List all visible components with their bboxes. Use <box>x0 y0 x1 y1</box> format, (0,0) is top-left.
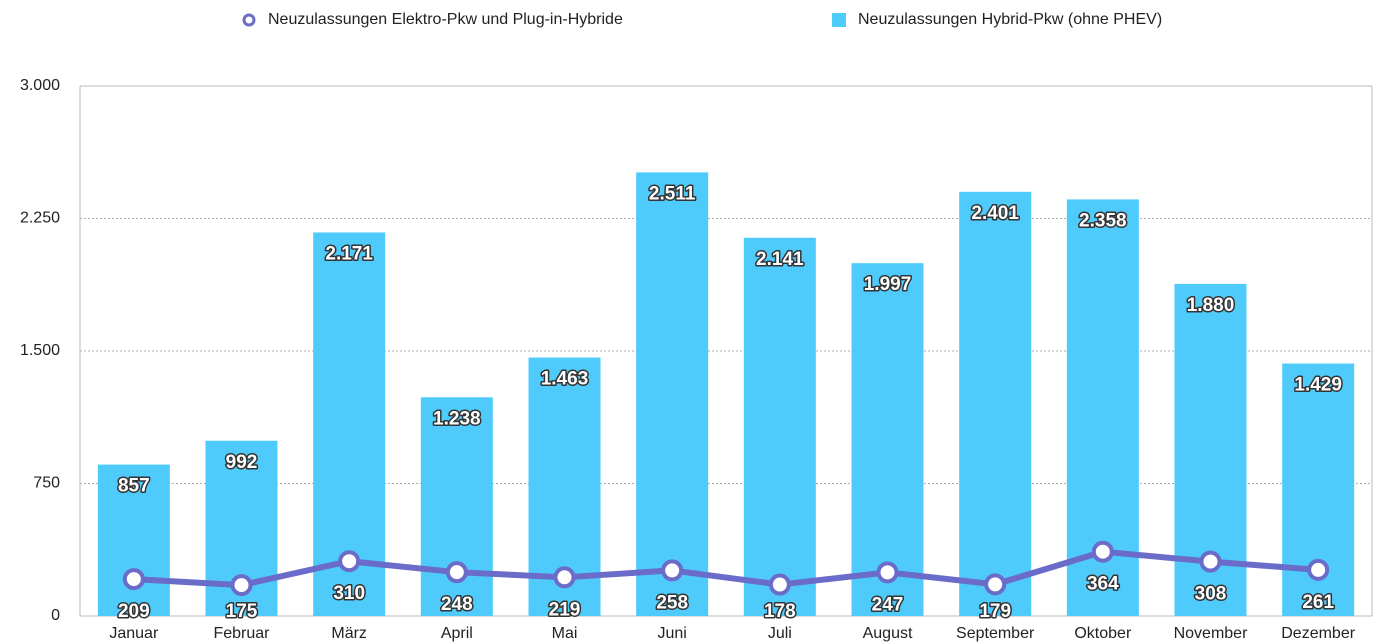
line-marker <box>876 561 899 584</box>
data-label: 175 <box>226 601 258 622</box>
line <box>133 548 1319 589</box>
legend-label: Neuzulassungen Elektro-Pkw und Plug-in-H… <box>268 11 623 28</box>
line-marker <box>1199 550 1222 573</box>
line-marker <box>445 561 468 584</box>
bar <box>420 397 493 616</box>
bar <box>851 263 924 616</box>
data-label: 2.171 <box>325 243 373 264</box>
bar <box>743 237 816 617</box>
x-tick-label: Juli <box>768 625 792 642</box>
x-tick-label: Februar <box>213 625 270 642</box>
y-tick-label: 3.000 <box>20 77 60 94</box>
line-marker <box>230 574 253 597</box>
data-label: 2.141 <box>756 249 804 270</box>
x-tick-label: März <box>331 625 367 642</box>
data-label: 308 <box>1195 584 1227 605</box>
x-tick-label: September <box>956 625 1035 642</box>
data-label: 2.511 <box>649 183 696 204</box>
data-label: 219 <box>549 599 581 620</box>
x-tick-label: Juni <box>657 625 686 642</box>
data-label: 364 <box>1087 574 1119 595</box>
legend-label: Neuzulassungen Hybrid-Pkw (ohne PHEV) <box>858 11 1162 28</box>
data-label: 1.429 <box>1294 375 1342 396</box>
y-tick-label: 1.500 <box>20 342 60 359</box>
bar <box>959 191 1032 616</box>
data-label: 992 <box>226 452 258 473</box>
x-tick-label: August <box>863 625 913 642</box>
line-marker <box>553 566 576 589</box>
line-marker <box>1091 540 1114 563</box>
x-tick-label: Januar <box>109 625 159 642</box>
y-tick-label: 750 <box>33 475 60 492</box>
bar <box>636 172 709 616</box>
line-marker <box>122 568 145 591</box>
data-label: 310 <box>333 583 365 604</box>
line-marker <box>338 550 361 573</box>
x-tick-label: Mai <box>552 625 578 642</box>
data-label: 178 <box>764 601 796 622</box>
line-marker <box>661 559 684 582</box>
data-label: 857 <box>118 476 150 497</box>
legend-marker <box>242 13 256 27</box>
line-marker <box>768 573 791 596</box>
data-label: 261 <box>1302 592 1334 613</box>
data-label: 1.463 <box>541 369 589 390</box>
x-tick-label: November <box>1174 625 1248 642</box>
data-label: 209 <box>118 601 150 622</box>
legend-marker <box>832 13 846 27</box>
x-tick-label: Dezember <box>1281 625 1355 642</box>
bar <box>97 464 170 616</box>
data-label: 2.401 <box>971 203 1019 224</box>
x-tick-label: Oktober <box>1074 625 1132 642</box>
data-label: 1.997 <box>864 274 912 295</box>
data-label: 1.238 <box>433 408 481 429</box>
data-label: 258 <box>656 592 688 613</box>
y-tick-label: 0 <box>51 607 60 624</box>
data-label: 1.880 <box>1187 295 1235 316</box>
line-marker <box>1307 558 1330 581</box>
data-label: 247 <box>872 594 904 615</box>
data-label: 248 <box>441 594 473 615</box>
y-tick-label: 2.250 <box>20 210 60 227</box>
data-label: 179 <box>979 601 1011 622</box>
line-marker <box>984 573 1007 596</box>
x-tick-label: April <box>441 625 473 642</box>
data-label: 2.358 <box>1079 210 1127 231</box>
